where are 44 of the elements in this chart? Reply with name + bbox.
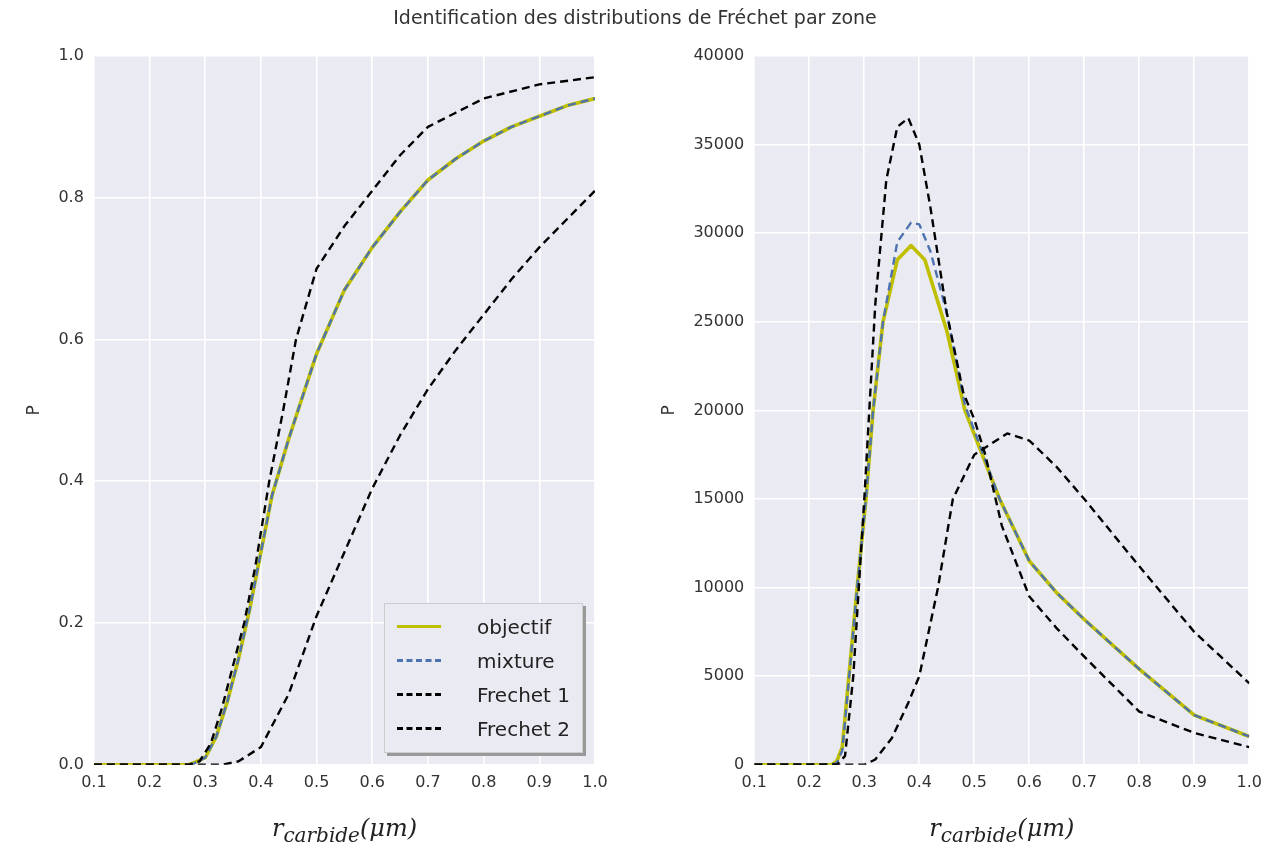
y-tick-label: 40000 [693,45,745,65]
x-axis-title: r$_{carbide}$(μm) [929,814,1075,847]
y-tick-label: 0.8 [58,186,84,206]
x-tick-label: 0.2 [796,771,823,791]
y-tick-label: 25000 [693,310,745,330]
y-axis-title: P [22,405,43,416]
x-tick-label: 0.6 [1016,771,1043,791]
legend-label: Frechet 1 [477,682,571,707]
x-tick-label: 0.2 [136,771,163,791]
y-tick-label: 10000 [693,576,745,596]
x-tick-label: 0.7 [415,771,441,791]
y-tick-label: 0.2 [58,612,84,632]
x-tick-label: 0.5 [961,771,988,791]
x-tick-label: 0.4 [248,771,274,791]
x-tick-label: 1.0 [1236,771,1262,791]
y-tick-label: 0 [734,753,745,773]
y-tick-label: 30000 [693,222,745,242]
x-tick-label: 0.9 [526,771,553,791]
text: Identification des distributions de Fréchet par zone [392,6,878,28]
y-axis-title: P [657,405,678,416]
legend-label: Frechet 2 [477,716,571,741]
legend-label: objectif [477,614,552,639]
x-tick-label: 0.6 [359,771,385,791]
x-tick-label: 0.1 [741,771,768,791]
y-tick-label: 5000 [703,665,745,685]
x-tick-label: 0.7 [1071,771,1098,791]
x-tick-label: 0.3 [851,771,878,791]
x-tick-label: 0.8 [1126,771,1153,791]
y-tick-label: 15000 [693,488,745,508]
x-tick-label: 0.9 [1181,771,1208,791]
x-tick-label: 0.8 [470,771,497,791]
y-tick-label: 0.4 [58,470,84,490]
x-tick-label: 0.3 [192,771,218,791]
x-tick-label: 0.5 [303,771,330,791]
y-tick-label: 0.0 [58,753,84,773]
y-tick-label: 1.0 [58,45,84,65]
y-tick-label: 35000 [693,133,745,153]
x-tick-label: 0.1 [81,771,107,791]
x-axis-title: r$_{carbide}$(μm) [271,814,418,847]
y-tick-label: 0.6 [58,328,84,348]
y-tick-label: 20000 [693,399,745,419]
x-tick-label: 0.4 [906,771,933,791]
legend-label: mixture [477,648,555,673]
x-tick-label: 1.0 [582,771,608,791]
